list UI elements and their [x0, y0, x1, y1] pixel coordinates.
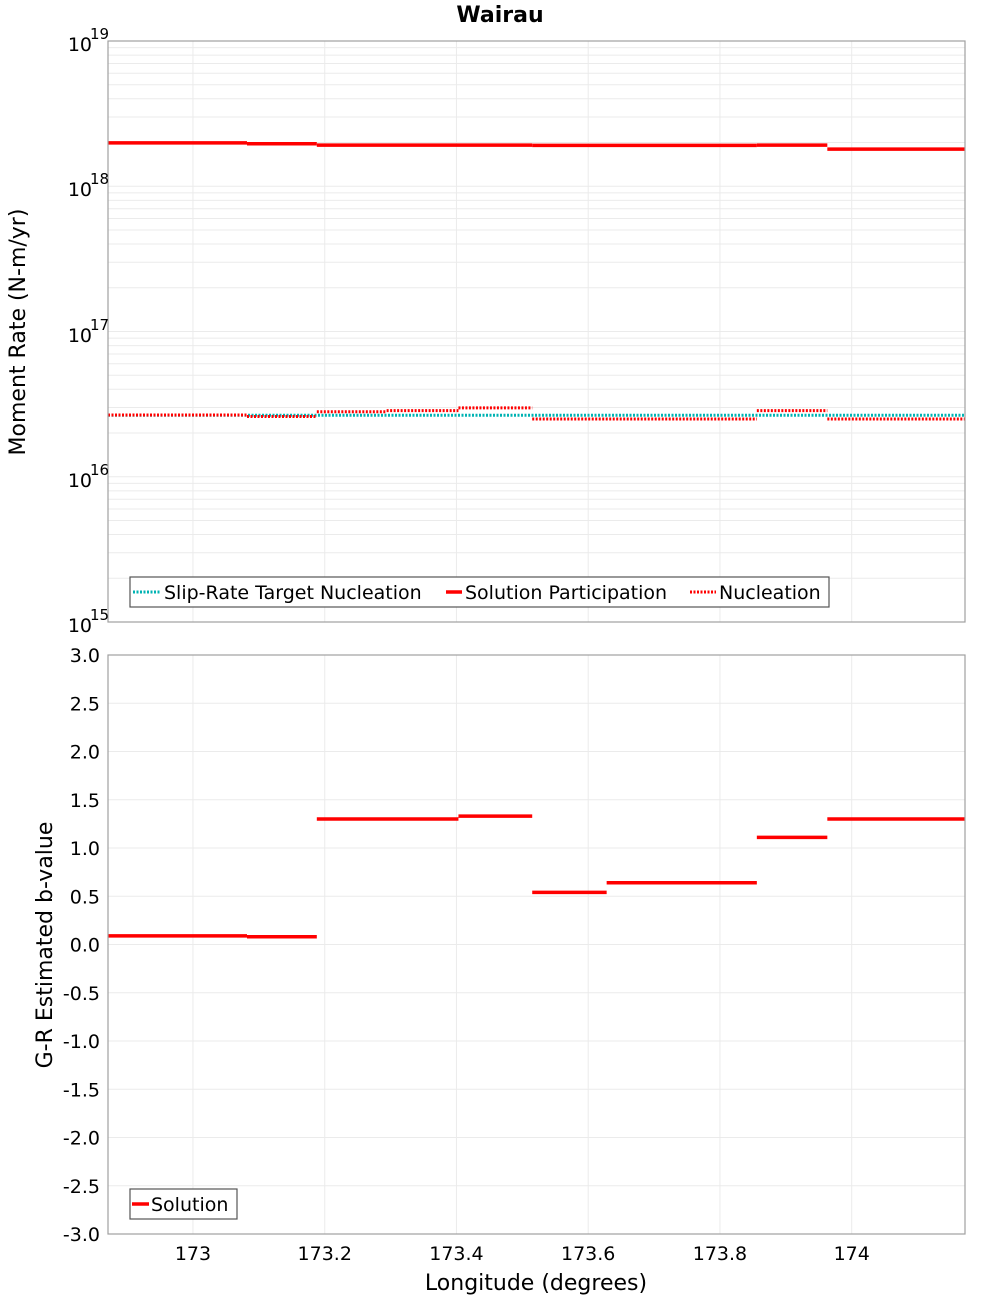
y-tick-label: -0.5	[63, 983, 100, 1005]
x-tick-label: 174	[834, 1243, 870, 1265]
y-tick-label: 1.0	[70, 838, 100, 860]
legend-label-solution: Solution	[151, 1194, 228, 1216]
legend-label-target: Slip-Rate Target Nucleation	[164, 582, 422, 604]
y-tick-base: 10	[68, 325, 92, 347]
x-tick-label: 173	[175, 1243, 211, 1265]
y-tick-exp: 15	[90, 606, 109, 624]
x-tick-label: 173.4	[429, 1243, 483, 1265]
top-plot: 10 19 10 18 10 17 10 16 10 15 Moment Rat…	[6, 25, 965, 637]
top-y-axis-label: Moment Rate (N-m/yr)	[6, 209, 31, 456]
x-tick-label: 173.2	[298, 1243, 352, 1265]
y-tick-base: 10	[68, 34, 92, 56]
y-tick-base: 10	[68, 615, 92, 637]
y-tick-label: 0.5	[70, 886, 100, 908]
y-tick-exp: 17	[90, 316, 109, 334]
top-legend: Slip-Rate Target Nucleation Solution Par…	[130, 577, 829, 607]
y-tick-exp: 19	[90, 25, 109, 43]
top-y-ticks: 10 19 10 18 10 17 10 16 10 15	[68, 25, 109, 637]
y-tick-label: 2.0	[70, 742, 100, 764]
bottom-y-ticks: 3.0 2.5 2.0 1.5 1.0 0.5 0.0 -0.5 -1.0 -1.5 -2.0 -2.…	[63, 645, 100, 1246]
bottom-legend: Solution	[130, 1189, 237, 1219]
y-tick-label: 0.0	[70, 935, 100, 957]
x-tick-label: 173.6	[561, 1243, 615, 1265]
y-tick-label: -2.5	[63, 1176, 100, 1198]
y-tick-label: -1.5	[63, 1079, 100, 1101]
y-tick-label: -1.0	[63, 1031, 100, 1053]
chart-title: Wairau	[456, 3, 543, 28]
x-ticks: 173 173.2 173.4 173.6 173.8 174	[175, 1243, 870, 1265]
y-tick-base: 10	[68, 179, 92, 201]
chart-canvas: Wairau 10 19 10 18 10 17 10 16 10 15 Mom…	[0, 0, 1000, 1300]
legend-label-participation: Solution Participation	[465, 582, 667, 604]
y-tick-label: -3.0	[63, 1224, 100, 1246]
y-tick-label: 3.0	[70, 645, 100, 667]
y-tick-label: -2.0	[63, 1128, 100, 1150]
x-axis-label: Longitude (degrees)	[425, 1271, 647, 1296]
bottom-plot: 3.0 2.5 2.0 1.5 1.0 0.5 0.0 -0.5 -1.0 -1.5 -2.0 -2.…	[33, 645, 965, 1296]
x-tick-label: 173.8	[693, 1243, 747, 1265]
legend-label-nucleation: Nucleation	[719, 582, 821, 604]
y-tick-base: 10	[68, 470, 92, 492]
bottom-y-axis-label: G-R Estimated b-value	[33, 822, 58, 1069]
y-tick-exp: 18	[90, 170, 109, 188]
y-tick-label: 1.5	[70, 790, 100, 812]
y-tick-exp: 16	[90, 461, 109, 479]
y-tick-label: 2.5	[70, 693, 100, 715]
